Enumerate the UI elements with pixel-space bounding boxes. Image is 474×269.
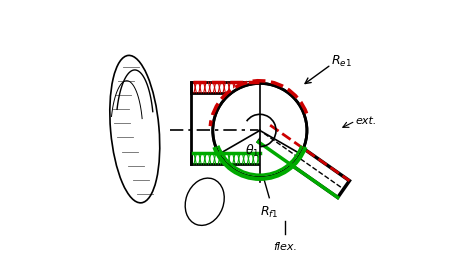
Text: $R_{e1}$: $R_{e1}$: [331, 54, 352, 69]
Text: flex.: flex.: [273, 242, 297, 252]
Text: $R_{f1}$: $R_{f1}$: [260, 204, 279, 220]
Wedge shape: [219, 81, 310, 180]
Bar: [191, 82, 261, 93]
Text: $\theta_1$: $\theta_1$: [245, 143, 259, 159]
Bar: [191, 153, 261, 164]
Polygon shape: [258, 125, 349, 197]
Text: ext.: ext.: [356, 116, 377, 126]
